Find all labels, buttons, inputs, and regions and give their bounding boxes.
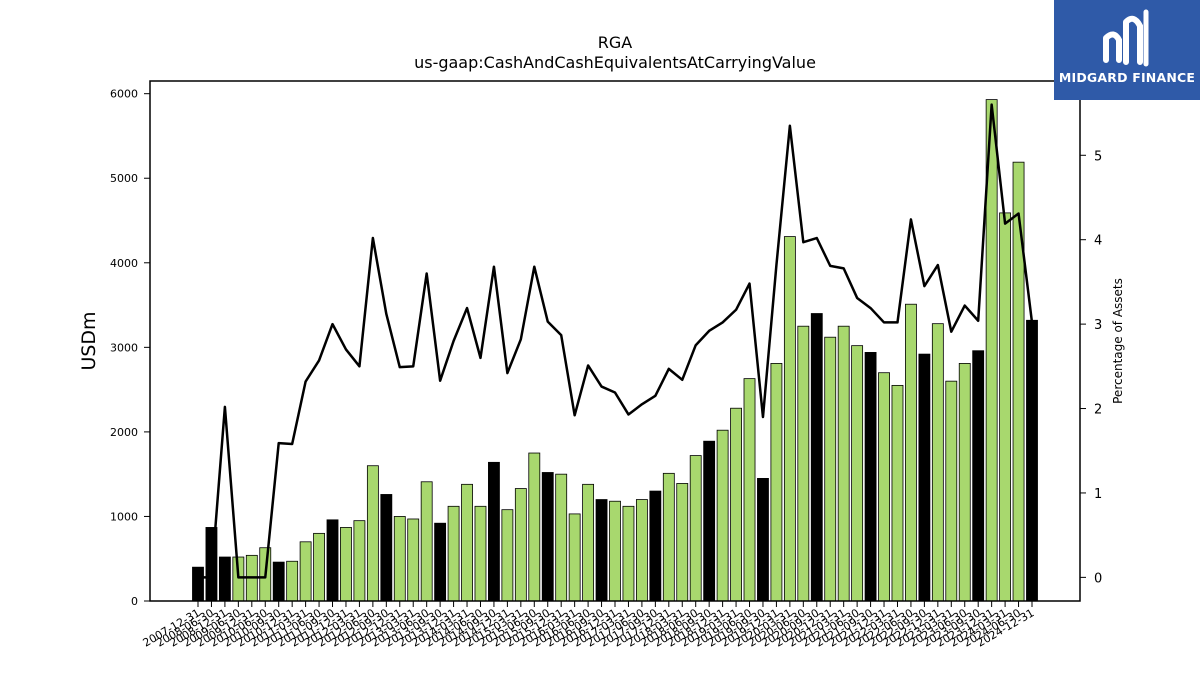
- bar-2022-12-31: [931, 323, 944, 602]
- bar-2010-12-31: [286, 560, 299, 602]
- y2-tick-label: 2: [1094, 403, 1102, 418]
- bar-2017-09-30: [649, 490, 662, 602]
- bar-2018-06-30: [689, 455, 702, 602]
- bar-2018-09-30: [703, 440, 716, 602]
- bar-2020-06-30: [797, 325, 810, 602]
- y2-axis-label: Percentage of Assets: [1111, 278, 1125, 404]
- bar-2021-09-30: [864, 352, 877, 602]
- bar-2022-06-30: [905, 303, 917, 602]
- bar-2019-03-31: [730, 407, 742, 602]
- y-tick-label: 3000: [110, 341, 138, 354]
- bar-2016-06-30: [582, 483, 595, 602]
- bar-2021-06-30: [851, 345, 864, 602]
- bar-2016-12-31: [609, 500, 621, 602]
- bar-2020-12-31: [824, 336, 837, 602]
- bar-2021-03-31: [837, 325, 850, 602]
- bar-2013-12-31: [447, 505, 460, 602]
- y-tick-label: 6000: [110, 88, 138, 101]
- y-tick-label: 4000: [110, 257, 138, 270]
- bar-2024-03-31: [999, 212, 1012, 602]
- bar-2020-09-30: [810, 313, 823, 602]
- logo-text: MIDGARD FINANCE: [1058, 70, 1196, 85]
- bar-2018-12-31: [716, 429, 729, 602]
- bar-2016-09-30: [595, 499, 608, 602]
- bar-2023-03-31: [945, 380, 958, 602]
- bar-2019-09-30: [757, 477, 769, 602]
- y-tick-label: 5000: [110, 172, 138, 185]
- bar-2012-06-30: [366, 465, 379, 602]
- bar-2011-06-30: [313, 532, 325, 602]
- y2-axis: 0 1 2 3 4 5: [1080, 149, 1102, 586]
- bar-2012-09-30: [380, 494, 393, 602]
- percentage-line: [198, 103, 1034, 579]
- bar-2014-09-30: [488, 461, 500, 602]
- y-axis-label: USDm: [78, 311, 100, 370]
- bar-2014-03-31: [461, 483, 473, 602]
- bar-2018-03-31: [676, 483, 689, 602]
- bar-2013-06-30: [420, 481, 433, 602]
- bar-2015-09-30: [541, 472, 554, 602]
- bar-2013-03-31: [407, 518, 420, 602]
- y2-tick-label: 3: [1094, 318, 1102, 333]
- x-axis: 2007-12-312008-06-302008-12-312009-06-30…: [141, 601, 1037, 650]
- bar-2007-12-31: [192, 566, 204, 602]
- bar-2008-12-31: [218, 556, 231, 602]
- chart-subtitle: us-gaap:CashAndCashEquivalentsAtCarrying…: [414, 53, 816, 72]
- bar-2021-12-31: [878, 372, 890, 602]
- bar-2017-12-31: [662, 472, 675, 602]
- bar-2019-12-31: [770, 363, 783, 602]
- bar-2011-09-30: [326, 519, 339, 602]
- bar-2013-09-30: [434, 522, 447, 602]
- y-tick-label: 0: [131, 595, 138, 608]
- bar-2019-06-30: [743, 378, 756, 602]
- bar-2014-12-31: [501, 509, 514, 602]
- y-tick-label: 2000: [110, 426, 138, 439]
- bar-2024-06-30: [1012, 161, 1025, 602]
- y2-tick-label: 1: [1094, 487, 1102, 502]
- bar-2015-06-30: [528, 452, 541, 602]
- bar-2011-12-31: [340, 527, 352, 602]
- bar-2023-06-30: [958, 363, 971, 602]
- bar-series: [192, 99, 1038, 602]
- y2-tick-label: 5: [1094, 149, 1102, 164]
- bar-2010-09-30: [272, 561, 285, 602]
- bar-2023-09-30: [972, 350, 985, 602]
- bar-2017-03-31: [622, 505, 635, 602]
- y2-tick-label: 0: [1094, 571, 1102, 586]
- logo-mark-icon: [1103, 9, 1149, 67]
- y2-tick-label: 4: [1094, 234, 1102, 249]
- bar-2020-03-31: [783, 236, 796, 602]
- chart-title: RGA: [598, 33, 633, 52]
- bar-2014-06-30: [474, 505, 487, 602]
- bar-2012-03-31: [353, 520, 366, 602]
- bar-2016-03-31: [568, 513, 581, 602]
- y-tick-label: 1000: [110, 510, 138, 523]
- y-axis: 0 1000 2000 3000 4000 5000 6000: [110, 88, 150, 608]
- bar-2022-03-31: [891, 384, 904, 602]
- bar-2015-12-31: [555, 473, 568, 602]
- midgard-finance-logo: MIDGARD FINANCE: [1054, 0, 1200, 100]
- bar-2017-06-30: [635, 499, 648, 602]
- bar-2011-03-31: [299, 541, 312, 602]
- bar-2012-12-31: [393, 516, 406, 602]
- bar-2024-12-31: [1026, 319, 1038, 602]
- bar-2015-03-31: [514, 488, 527, 602]
- bar-2022-09-30: [918, 353, 931, 602]
